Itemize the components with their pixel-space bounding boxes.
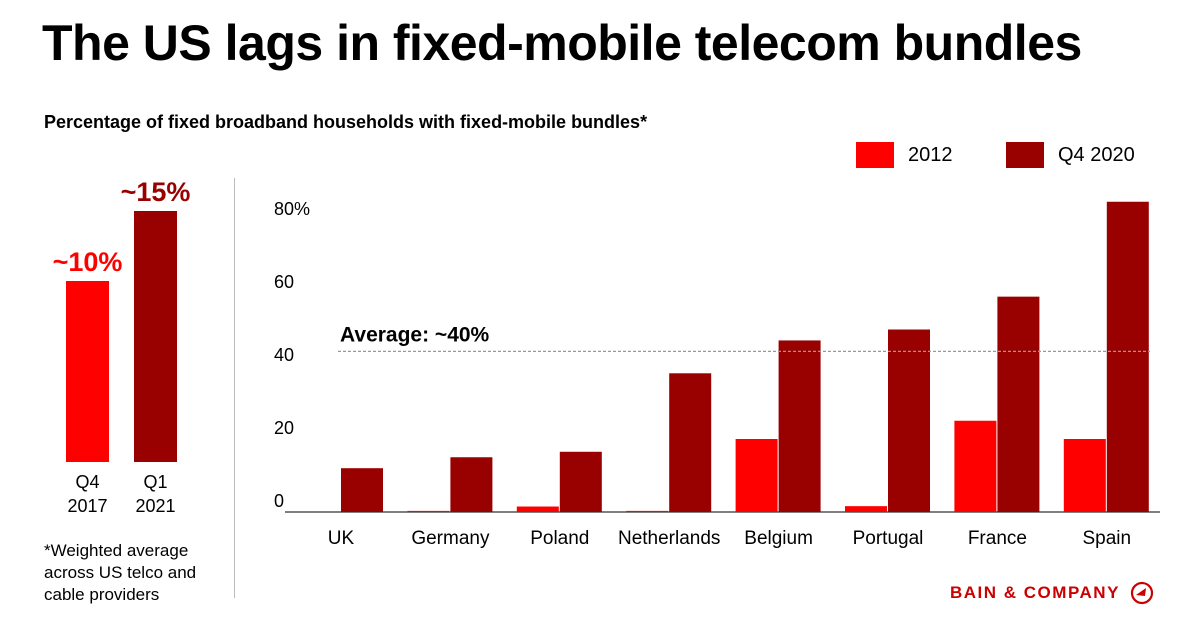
footnote: *Weighted average across US telco and ca… xyxy=(44,541,197,604)
y-tick-label: 80% xyxy=(274,199,310,219)
bar-2012 xyxy=(845,506,887,512)
legend-swatch-2012 xyxy=(856,142,894,168)
us-bar xyxy=(66,281,109,462)
bar-q4-2020 xyxy=(888,329,930,512)
us-category-label: Q4 xyxy=(75,472,99,492)
bar-q4-2020 xyxy=(669,373,712,512)
bar-2012 xyxy=(1063,439,1106,512)
bar-q4-2020 xyxy=(450,457,493,512)
bar-2012 xyxy=(516,506,559,512)
y-tick-label: 20 xyxy=(274,418,294,438)
bar-2012 xyxy=(954,420,997,512)
bar-q4-2020 xyxy=(559,451,602,512)
logo-icon xyxy=(1130,581,1154,605)
legend-item-q4-2020: Q4 2020 xyxy=(1006,142,1135,168)
x-category-label: Netherlands xyxy=(618,528,720,549)
bar-2012 xyxy=(626,510,669,512)
y-tick-label: 40 xyxy=(274,345,294,365)
legend-swatch-q4-2020 xyxy=(1006,142,1044,168)
us-data-label: ~10% xyxy=(53,247,123,277)
x-category-label: Portugal xyxy=(853,528,924,549)
bar-q4-2020 xyxy=(341,468,383,512)
bar-2012 xyxy=(735,439,778,512)
bar-2012 xyxy=(407,510,450,512)
us-category-label: 2021 xyxy=(135,496,175,516)
bain-logo: BAIN & COMPANY xyxy=(950,581,1154,605)
x-category-label: UK xyxy=(328,528,355,549)
us-data-label: ~15% xyxy=(121,177,191,207)
y-tick-label: 60 xyxy=(274,272,294,292)
x-category-label: France xyxy=(968,528,1027,549)
average-label: Average: ~40% xyxy=(340,323,490,346)
us-category-label: 2017 xyxy=(67,496,107,516)
x-category-label: Poland xyxy=(530,528,589,549)
bar-q4-2020 xyxy=(778,340,821,512)
legend-item-2012: 2012 xyxy=(856,142,953,168)
chart-subtitle: Percentage of fixed broadband households… xyxy=(44,112,648,132)
us-bar xyxy=(134,211,177,462)
y-tick-label: 0 xyxy=(274,491,284,511)
x-category-label: Germany xyxy=(411,528,490,549)
page-title: The US lags in fixed-mobile telecom bund… xyxy=(42,15,1082,71)
x-category-label: Spain xyxy=(1082,528,1131,549)
us-category-label: Q1 xyxy=(143,472,167,492)
legend-label: Q4 2020 xyxy=(1058,143,1135,166)
x-category-label: Belgium xyxy=(744,528,813,549)
legend-label: 2012 xyxy=(908,143,953,166)
divider xyxy=(234,178,235,598)
bar-q4-2020 xyxy=(1106,201,1149,512)
logo-text: BAIN & COMPANY xyxy=(950,583,1120,602)
bar-q4-2020 xyxy=(997,296,1040,512)
